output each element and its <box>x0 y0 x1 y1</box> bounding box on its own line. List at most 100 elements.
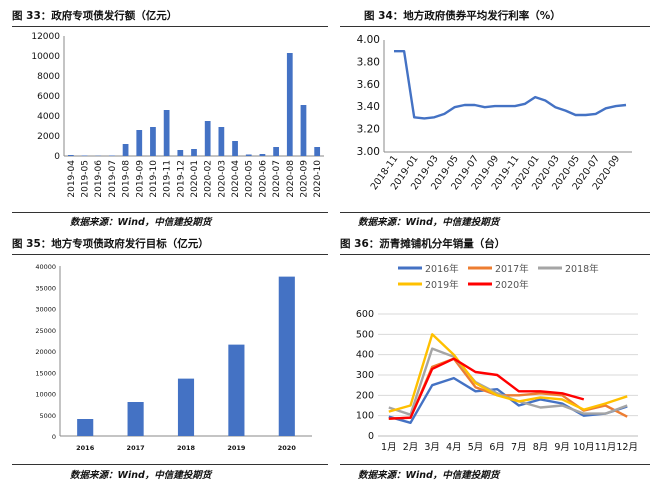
x-tick-label: 10月 <box>573 442 595 453</box>
legend-label: 2016年 <box>425 263 459 275</box>
series-line <box>388 357 585 420</box>
x-tick-label: 2020-05 <box>245 160 255 198</box>
y-tick-label: 3.60 <box>357 79 380 91</box>
bar <box>136 130 143 156</box>
x-tick-label: 2020-02 <box>204 160 214 198</box>
chart-panel-2: 图 34：地方政府债券平均发行利率（%） 3.00 3.20 3.40 3.60 3.8… <box>340 8 650 228</box>
bar <box>77 419 94 436</box>
bar <box>127 402 144 436</box>
y-tick-label: 6000 <box>37 92 60 102</box>
chart-title: 图 34：地方政府债券平均发行利率（%） <box>364 10 561 22</box>
title-rule <box>12 254 328 255</box>
x-tick-label: 2019-08 <box>122 160 132 198</box>
x-tick-label: 2020-03 <box>217 160 227 198</box>
source-rule <box>12 212 328 213</box>
x-tick-label: 2020-06 <box>258 160 268 198</box>
y-tick-label: 8000 <box>37 72 60 82</box>
x-tick-label: 3月 <box>424 442 440 453</box>
y-tick-label: 15000 <box>35 369 56 377</box>
series-line <box>388 333 628 413</box>
chart-source: 数据来源：Wind，中信建投期货 <box>358 470 500 481</box>
x-tick-label: 2018 <box>177 444 196 452</box>
chart-svg: 0 5000 10000 15000 20000 25000 30000 35000 40000… <box>35 263 312 452</box>
legend-label: 2019年 <box>425 279 459 291</box>
x-tick-label: 2020 <box>278 444 297 452</box>
bar <box>228 344 245 436</box>
y-tick-label: 40000 <box>35 263 56 271</box>
bar <box>278 276 295 436</box>
chart-svg: 3.003.203.403.603.804.002018-112019-0120… <box>357 34 632 192</box>
y-tick-label: 35000 <box>35 284 56 292</box>
x-tick-label: 2017 <box>127 444 145 452</box>
x-tick-label: 2020-10 <box>313 160 323 198</box>
x-tick-label: 2020-09 <box>299 160 309 198</box>
y-tick-label: 3.40 <box>357 101 380 113</box>
y-tick-label: 4.00 <box>357 34 380 46</box>
legend-label: 2020年 <box>495 279 529 291</box>
source-rule <box>340 464 650 465</box>
x-tick-label: 2019-05 <box>81 160 91 198</box>
bar <box>177 378 195 436</box>
y-tick-label: 0 <box>52 433 56 441</box>
chart-source: 数据来源：Wind，中信建投期货 <box>358 217 500 228</box>
chart-title: 图 33：政府专项债发行额（亿元） <box>12 10 178 22</box>
x-tick-label: 12月 <box>616 442 638 453</box>
chart-source: 数据来源：Wind，中信建投期货 <box>70 470 212 481</box>
series-line <box>394 50 627 120</box>
y-tick-label: 12000 <box>31 32 60 42</box>
x-tick-label: 2020-08 <box>286 160 296 198</box>
x-tick-label: 9月 <box>554 442 570 453</box>
x-tick-label: 2019-10 <box>149 160 159 198</box>
y-tick-label: 100 <box>356 411 374 422</box>
x-tick-label: 7月 <box>511 442 527 453</box>
bar <box>81 155 88 156</box>
x-tick-label: 2020-01 <box>190 160 200 198</box>
source-rule <box>12 464 328 465</box>
x-tick-label: 2019 <box>227 444 246 452</box>
y-tick-label: 0 <box>368 431 374 442</box>
x-tick-label: 2019-04 <box>67 160 77 198</box>
y-tick-label: 30000 <box>35 306 56 314</box>
bar <box>259 154 266 156</box>
bar <box>109 155 115 156</box>
bar <box>232 141 238 156</box>
y-tick-label: 500 <box>356 329 374 340</box>
legend-label: 2018年 <box>565 263 599 275</box>
bar <box>150 127 156 156</box>
bar <box>177 150 184 156</box>
x-tick-label: 2016 <box>76 444 95 452</box>
chart-panel-3: 图 35：地方专项债政府发行目标（亿元） 0 5000 10000 15000 2000… <box>12 236 328 482</box>
x-tick-label: 8月 <box>533 442 549 453</box>
y-tick-label: 300 <box>356 370 374 381</box>
x-tick-label: 11月 <box>595 442 617 453</box>
y-tick-label: 3.20 <box>357 124 380 136</box>
chart-source: 数据来源：Wind，中信建投期货 <box>70 217 212 228</box>
x-tick-label: 2019-09 <box>135 160 145 198</box>
bar <box>245 154 252 156</box>
y-tick-label: 0 <box>54 152 60 162</box>
bar <box>204 121 211 156</box>
y-tick-label: 2000 <box>37 132 60 142</box>
chart-title: 图 36：沥青摊铺机分年销量（台） <box>340 238 506 250</box>
legend-label: 2017年 <box>495 263 529 275</box>
source-rule <box>340 212 650 213</box>
bar <box>300 105 307 156</box>
y-tick-label: 25000 <box>35 327 56 335</box>
x-tick-label: 2020-07 <box>272 160 282 198</box>
y-tick-label: 400 <box>356 350 374 361</box>
y-tick-label: 200 <box>356 390 374 401</box>
y-tick-label: 4000 <box>37 112 60 122</box>
chart-svg: 0 2000 4000 6000 8000 10000 12000 2019-04 2019-0… <box>31 32 324 198</box>
y-tick-label: 5000 <box>39 412 56 420</box>
x-tick-label: 5月 <box>468 442 484 453</box>
bar <box>67 155 74 156</box>
bar <box>314 147 321 156</box>
x-tick-label: 2019-07 <box>108 160 118 198</box>
y-tick-label: 10000 <box>31 52 60 62</box>
bar <box>273 147 279 156</box>
x-tick-label: 2019-06 <box>94 160 104 198</box>
y-tick-label: 10000 <box>35 391 56 399</box>
bar <box>122 144 129 156</box>
chart-panel-4: 图 36：沥青摊铺机分年销量（台） 0 100 200 300 400 500 600 1月 2… <box>340 236 650 482</box>
x-tick-label: 2019-11 <box>163 160 173 198</box>
